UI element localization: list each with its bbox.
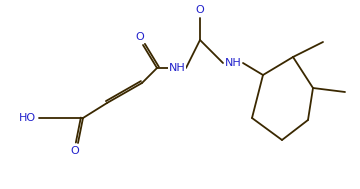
Text: NH: NH — [225, 58, 241, 68]
Text: O: O — [195, 5, 204, 15]
Text: HO: HO — [18, 113, 36, 123]
Text: NH: NH — [168, 63, 185, 73]
Text: O: O — [136, 32, 144, 42]
Text: O: O — [71, 146, 79, 156]
